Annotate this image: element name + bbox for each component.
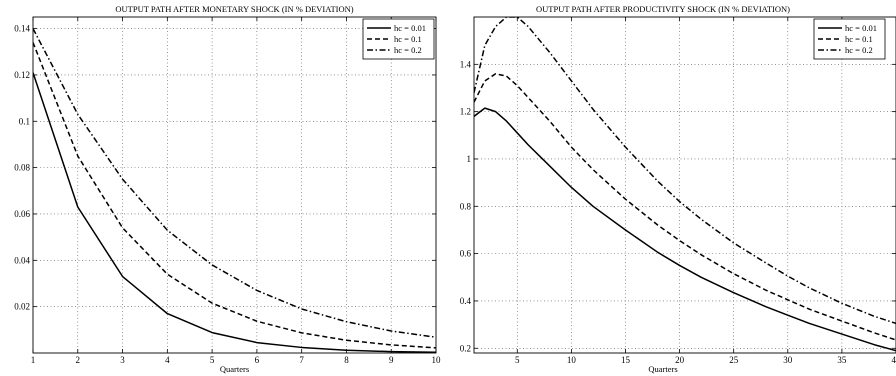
x-tick-label: 40	[892, 355, 896, 365]
series-line	[33, 42, 436, 349]
x-tick-label: 25	[729, 355, 739, 365]
legend-box	[813, 18, 886, 60]
x-tick-label: 2	[76, 355, 81, 365]
legend-box	[362, 18, 435, 60]
y-tick-label: 1.4	[460, 59, 472, 69]
axes-frame	[473, 16, 896, 354]
series-line	[474, 17, 896, 325]
x-tick-label: 4	[165, 355, 170, 365]
series-lines	[474, 17, 896, 352]
y-tick-label: 1	[467, 154, 472, 164]
x-axis-label: Quarters	[648, 364, 677, 374]
legend-label: hc = 0.01	[845, 23, 877, 33]
x-tick-label: 7	[299, 355, 304, 365]
productivity-shock-chart: 5 10 15 20 25 30 35 40 0.2 0.4 0.6 0.8 1 1.2 1.4 OUTPUT…	[460, 4, 896, 374]
grid	[474, 17, 896, 353]
series-line	[474, 73, 896, 341]
x-tick-label: 3	[120, 355, 125, 365]
legend-label: hc = 0.1	[845, 34, 873, 44]
x-tick-label: 15	[621, 355, 631, 365]
x-tick-label: 9	[389, 355, 394, 365]
series-line	[474, 107, 896, 352]
x-tick-label: 8	[344, 355, 349, 365]
axes-frame	[32, 16, 437, 354]
series-line	[33, 72, 436, 353]
y-tick-label: 0.12	[14, 70, 30, 80]
x-axis-label: Quarters	[220, 364, 249, 374]
legend-label: hc = 0.2	[394, 45, 422, 55]
x-tick-label: 6	[255, 355, 260, 365]
legend-label: hc = 0.1	[394, 34, 422, 44]
y-tick-label: 0.4	[460, 296, 472, 306]
x-tick-label: 20	[675, 355, 685, 365]
legend-label: hc = 0.2	[845, 45, 873, 55]
series-line	[33, 28, 436, 338]
y-tick-label: 0.2	[460, 343, 471, 353]
x-tick-label: 10	[432, 355, 442, 365]
x-tick-label: 1	[31, 355, 36, 365]
y-tick-label: 0.08	[14, 163, 30, 173]
y-tick-label: 1.2	[460, 107, 471, 117]
x-tick-label: 5	[515, 355, 520, 365]
x-tick-label: 35	[837, 355, 847, 365]
monetary-shock-chart: 1 2 3 4 5 6 7 8 9 10 0.02 0.04 0.06 0.08 0.1 0.12 0.14 OU…	[14, 4, 441, 374]
y-tick-label: 0.14	[14, 24, 30, 34]
series-lines	[33, 28, 436, 353]
y-tick-label: 0.1	[19, 116, 30, 126]
y-tick-label: 0.8	[460, 201, 472, 211]
grid	[33, 17, 436, 353]
chart-title: OUTPUT PATH AFTER MONETARY SHOCK (IN % D…	[115, 4, 353, 14]
y-tick-label: 0.02	[14, 302, 30, 312]
x-tick-label: 10	[567, 355, 577, 365]
chart-title: OUTPUT PATH AFTER PRODUCTIVITY SHOCK (IN…	[536, 4, 790, 14]
x-tick-label: 30	[783, 355, 793, 365]
y-tick-label: 0.06	[14, 209, 30, 219]
y-tick-label: 0.04	[14, 255, 30, 265]
y-tick-label: 0.6	[460, 249, 472, 259]
x-tick-label: 5	[210, 355, 215, 365]
legend-label: hc = 0.01	[394, 23, 426, 33]
